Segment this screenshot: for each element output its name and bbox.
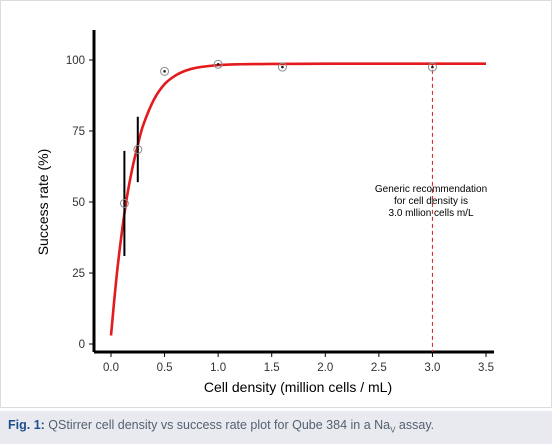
x-tick-label: 2.0	[317, 362, 333, 374]
data-point	[277, 62, 287, 72]
fit-curve-layer	[109, 62, 486, 336]
annotation-line: for cell density is	[394, 196, 468, 207]
data-point-center	[281, 65, 284, 69]
annotation-line: 3.0 mllion cells m/L	[388, 208, 473, 219]
x-tick-label: 0.0	[103, 362, 119, 374]
fit-curve	[109, 62, 486, 336]
data-point-center	[163, 70, 166, 73]
data-point-center	[136, 148, 140, 151]
data-point-center	[431, 65, 434, 69]
data-point	[213, 59, 223, 69]
data-point	[119, 198, 129, 208]
y-tick-label: 75	[72, 126, 85, 138]
y-tick-label: 100	[66, 55, 85, 67]
x-tick-label: 1.5	[264, 362, 280, 374]
y-tick-label: 50	[72, 197, 85, 209]
y-tick-label: 0	[79, 339, 85, 351]
y-tick-label: 25	[72, 268, 85, 280]
y-axis-title: Success rate (%)	[35, 149, 51, 256]
data-point	[427, 62, 437, 72]
data-point	[160, 66, 170, 76]
axes-layer: 0.0 0.5 1.0 1.5 2.0 2.5 3.0 3.5 0 25 50 75 100	[66, 30, 494, 374]
x-tick-label: 3.5	[478, 362, 494, 374]
data-point-center	[123, 202, 126, 205]
chart-text-layer: Cell density (million cells / mL) Success…	[35, 149, 487, 395]
success-rate-chart: 0.0 0.5 1.0 1.5 2.0 2.5 3.0 3.5 0 25 50 75 100 Cell …	[35, 30, 494, 395]
figure-caption: Fig. 1: QStirrer cell density vs success…	[0, 411, 552, 444]
caption-lead: Fig. 1:	[8, 418, 45, 432]
caption-text-end: assay.	[395, 418, 435, 432]
x-axis-title: Cell density (million cells / mL)	[204, 379, 392, 395]
x-tick-label: 1.0	[210, 362, 226, 374]
data-point-center	[216, 62, 220, 66]
data-point	[133, 144, 143, 154]
annotation-line: Generic recommendation	[375, 184, 487, 195]
x-tick-label: 0.5	[157, 362, 173, 374]
caption-subscript: V	[390, 425, 396, 435]
x-tick-label: 3.0	[424, 362, 440, 374]
caption-text: QStirrer cell density vs success rate pl…	[44, 418, 391, 432]
x-tick-label: 2.5	[371, 362, 387, 374]
data-points-layer	[119, 59, 437, 256]
figure-frame	[0, 0, 552, 408]
